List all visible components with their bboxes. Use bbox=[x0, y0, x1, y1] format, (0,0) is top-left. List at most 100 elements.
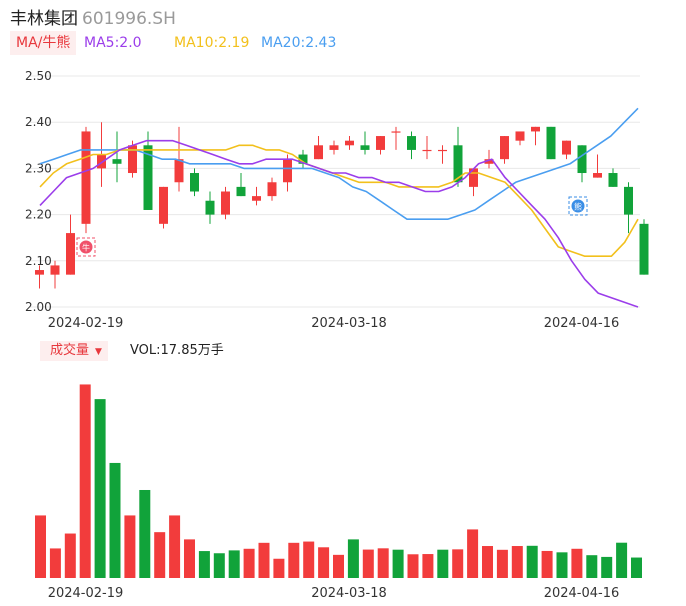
candle-up bbox=[283, 159, 292, 183]
ma5-label: MA5:2.0 bbox=[84, 35, 142, 51]
candle-up bbox=[329, 145, 339, 150]
ma10-line bbox=[39, 144, 639, 258]
candle-down bbox=[577, 145, 587, 174]
volume-bar-down bbox=[526, 545, 538, 578]
candle-up bbox=[128, 145, 137, 174]
y-tick-label: 2.50 bbox=[25, 69, 52, 83]
volume-bar-up bbox=[377, 548, 389, 578]
volume-bar-up bbox=[154, 532, 166, 578]
volume-bar-up bbox=[511, 546, 523, 578]
volume-bar-up bbox=[288, 542, 300, 578]
candle-down bbox=[407, 136, 416, 150]
volume-bar-down bbox=[392, 549, 404, 578]
volume-bar-down bbox=[437, 549, 449, 578]
candle-up bbox=[81, 131, 91, 224]
volume-bar-up bbox=[571, 548, 583, 578]
volume-bar-up bbox=[184, 539, 195, 578]
volume-bar-up bbox=[362, 549, 374, 578]
volume-bar-up bbox=[333, 554, 344, 578]
candle-up bbox=[515, 131, 525, 141]
ma20-label: MA20:2.43 bbox=[261, 35, 337, 51]
bear-badge-icon-frame bbox=[568, 196, 588, 216]
candle-down bbox=[112, 159, 122, 164]
candle-up bbox=[174, 159, 184, 183]
x-date-label-volume: 2024-03-18 bbox=[311, 586, 387, 601]
volume-bar-up bbox=[496, 549, 508, 578]
volume-bar-up bbox=[258, 542, 270, 578]
volume-bar-down bbox=[601, 556, 613, 578]
candle-down bbox=[236, 186, 246, 197]
volume-value: VOL:17.85万手 bbox=[130, 343, 224, 358]
candle-up bbox=[221, 191, 230, 215]
volume-bar-down bbox=[109, 462, 121, 578]
candle-down bbox=[608, 173, 618, 187]
y-tick-label: 2.20 bbox=[25, 208, 52, 222]
bull-badge-icon-dot bbox=[79, 240, 93, 254]
candle-down bbox=[190, 173, 199, 192]
volume-bar-down bbox=[586, 555, 598, 578]
candle-down bbox=[453, 145, 463, 183]
volume-bar-down bbox=[198, 551, 210, 578]
volume-bar-down bbox=[347, 539, 359, 578]
candle-up bbox=[438, 149, 447, 152]
y-tick-label: 2.00 bbox=[25, 300, 52, 314]
volume-bar-down bbox=[94, 399, 106, 578]
y-tick-label: 2.10 bbox=[25, 254, 52, 268]
volume-bar-down bbox=[213, 553, 225, 578]
stock-title: 丰林集团 601996.SH bbox=[10, 4, 176, 29]
candle-up bbox=[66, 233, 75, 275]
candle-up bbox=[469, 168, 478, 187]
y-tick-label: 2.40 bbox=[25, 115, 52, 129]
candle-up bbox=[252, 196, 261, 201]
candle-up bbox=[35, 270, 44, 275]
stock-code: 601996.SH bbox=[82, 9, 176, 29]
candle-down bbox=[205, 200, 215, 215]
candle-up bbox=[484, 159, 494, 164]
candle-up bbox=[50, 265, 60, 275]
bull-badge-icon: 牛 bbox=[76, 237, 96, 257]
bull-badge-icon-frame bbox=[76, 237, 96, 257]
volume-bar-up bbox=[407, 554, 419, 578]
ma5-line bbox=[39, 139, 639, 308]
candle-down bbox=[624, 186, 633, 215]
volume-bar-up bbox=[49, 548, 61, 578]
volume-bar-down bbox=[631, 557, 642, 578]
volume-bar-up bbox=[482, 546, 493, 578]
volume-bar-up bbox=[79, 384, 91, 578]
ma20-line bbox=[39, 107, 639, 220]
dropdown-triangle-icon: ▼ bbox=[95, 347, 102, 357]
x-date-label-volume: 2024-04-16 bbox=[544, 586, 620, 601]
x-date-label: 2024-04-16 bbox=[544, 316, 620, 331]
candle-up bbox=[562, 140, 571, 155]
volume-bar-up bbox=[124, 515, 136, 578]
candle-down bbox=[639, 223, 649, 275]
volume-bar-up bbox=[169, 515, 181, 578]
volume-bar-up bbox=[303, 541, 315, 578]
stock-name: 丰林集团 bbox=[10, 9, 78, 29]
candle-down bbox=[360, 145, 370, 150]
bear-badge-icon: 熊 bbox=[568, 196, 588, 216]
candle-up bbox=[97, 154, 106, 169]
volume-bar-down bbox=[556, 552, 568, 578]
volume-bar-up bbox=[318, 547, 330, 578]
candle-up bbox=[314, 145, 323, 160]
volume-bar-up bbox=[422, 554, 434, 578]
volume-bar-down bbox=[139, 489, 151, 578]
volume-bar-up bbox=[452, 549, 464, 578]
volume-bar-down bbox=[228, 550, 240, 578]
ma10-label: MA10:2.19 bbox=[174, 35, 250, 51]
ma-indicator-tag[interactable]: MA/牛熊 bbox=[10, 31, 77, 55]
x-date-label: 2024-02-19 bbox=[48, 316, 124, 331]
bear-badge-icon-dot bbox=[571, 199, 585, 213]
x-date-label: 2024-03-18 bbox=[311, 316, 387, 331]
candle-up bbox=[500, 136, 509, 160]
volume-bar-up bbox=[243, 548, 255, 578]
volume-bar-up bbox=[467, 529, 479, 578]
volume-bar-up bbox=[35, 515, 46, 578]
volume-indicator-tag[interactable]: 成交量 ▼ bbox=[40, 341, 108, 361]
volume-bar-up bbox=[541, 550, 553, 578]
candle-up bbox=[422, 149, 432, 152]
candle-up bbox=[391, 131, 401, 133]
bull-badge-icon-text: 牛 bbox=[82, 243, 90, 253]
